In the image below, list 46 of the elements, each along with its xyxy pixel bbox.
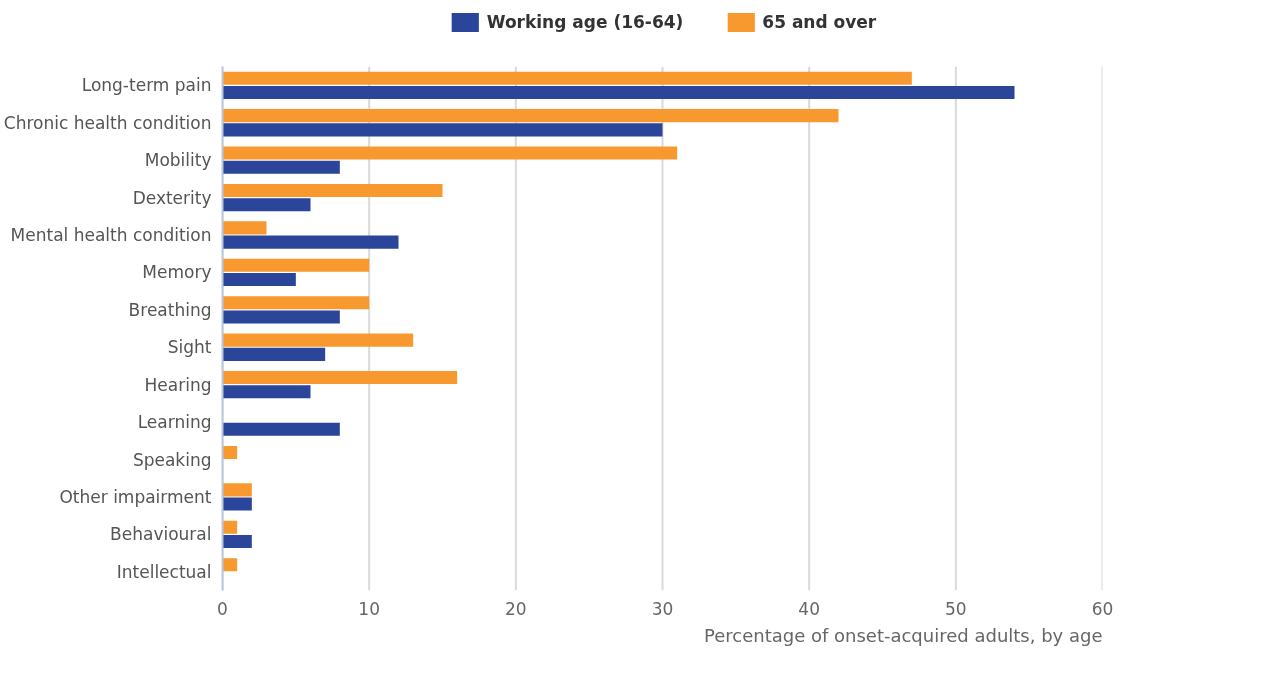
bar [222,123,663,137]
x-tick-label: 10 [358,598,380,619]
bar [222,198,311,212]
y-tick-label: Long-term pain [81,75,212,96]
bar [222,146,678,160]
y-tick-label: Mobility [144,150,212,171]
bar [222,235,399,249]
bar [222,483,252,497]
bar [222,333,414,347]
x-tick-label: 60 [1091,598,1114,619]
y-tick-label: Sight [167,337,212,358]
y-tick-label: Breathing [128,299,212,320]
bar [222,310,340,324]
bar [222,422,340,436]
x-tick-label: 50 [945,598,967,619]
bar [222,371,458,385]
y-tick-label: Other impairment [59,486,212,507]
bar [222,160,340,174]
y-tick-label: Behavioural [110,524,212,545]
legend-label: 65 and over [762,12,877,32]
bar [222,183,443,198]
bar [222,534,252,549]
bar [222,258,370,272]
x-tick-label: 30 [651,598,674,619]
y-tick-label: Intellectual [116,561,212,582]
x-tick-label: 20 [505,598,527,619]
y-tick-label: Learning [137,412,212,433]
bar [222,296,370,310]
bar [222,221,267,235]
bar [222,85,1015,99]
y-tick-label: Dexterity [132,187,212,208]
bar [222,109,839,123]
y-tick-label: Memory [142,262,212,283]
x-axis-title: Percentage of onset-acquired adults, by age [703,624,1103,646]
y-tick-label: Speaking [132,449,212,470]
bar [222,347,326,361]
x-tick-label: 0 [217,598,228,619]
bar [222,497,252,511]
bar [222,71,912,85]
x-tick-label: 40 [798,598,820,619]
y-tick-label: Hearing [144,374,212,395]
legend-label: Working age (16-64) [486,12,684,32]
y-tick-label: Chronic health condition [3,112,212,133]
y-tick-label: Mental health condition [10,225,212,246]
bar [222,273,296,287]
bar [222,385,311,399]
